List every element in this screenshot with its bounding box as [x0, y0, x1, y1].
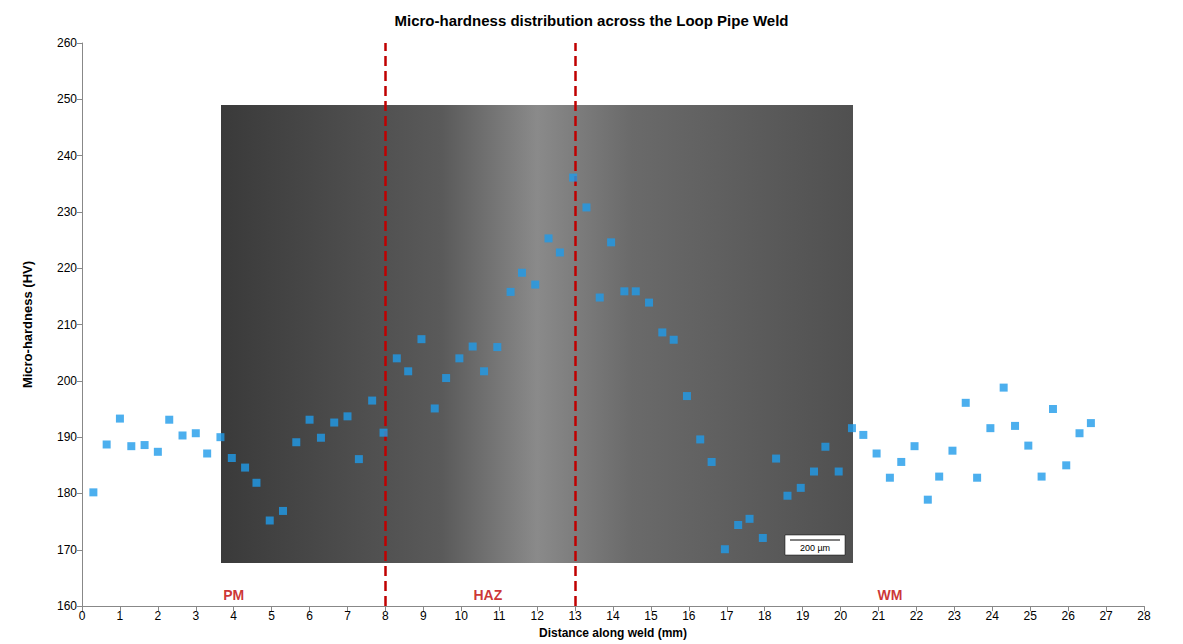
svg-text:220: 220	[57, 261, 77, 275]
svg-text:200 µm: 200 µm	[800, 543, 830, 553]
svg-text:9: 9	[420, 609, 427, 623]
svg-text:240: 240	[57, 149, 77, 163]
svg-text:14: 14	[606, 609, 620, 623]
svg-text:4: 4	[230, 609, 237, 623]
svg-text:25: 25	[1024, 609, 1038, 623]
svg-text:15: 15	[644, 609, 658, 623]
svg-text:27: 27	[1099, 609, 1113, 623]
svg-text:13: 13	[568, 609, 582, 623]
svg-text:17: 17	[720, 609, 734, 623]
svg-text:200: 200	[57, 374, 77, 388]
svg-text:Micro-hardness (HV): Micro-hardness (HV)	[20, 261, 35, 388]
svg-text:6: 6	[306, 609, 313, 623]
svg-text:16: 16	[682, 609, 696, 623]
svg-text:0: 0	[79, 609, 86, 623]
svg-text:170: 170	[57, 543, 77, 557]
svg-text:HAZ: HAZ	[473, 587, 502, 603]
svg-text:Distance along weld (mm): Distance along weld (mm)	[539, 626, 687, 640]
svg-text:12: 12	[530, 609, 544, 623]
svg-text:3: 3	[192, 609, 199, 623]
svg-text:2: 2	[155, 609, 162, 623]
svg-text:26: 26	[1061, 609, 1075, 623]
svg-text:230: 230	[57, 205, 77, 219]
svg-text:250: 250	[57, 92, 77, 106]
svg-text:24: 24	[986, 609, 1000, 623]
svg-text:18: 18	[758, 609, 772, 623]
svg-text:PM: PM	[223, 587, 244, 603]
svg-text:260: 260	[57, 36, 77, 50]
svg-text:28: 28	[1137, 609, 1151, 623]
svg-text:22: 22	[910, 609, 924, 623]
svg-text:160: 160	[57, 599, 77, 613]
svg-text:5: 5	[268, 609, 275, 623]
svg-text:10: 10	[455, 609, 469, 623]
svg-text:7: 7	[344, 609, 351, 623]
svg-text:19: 19	[796, 609, 810, 623]
svg-text:23: 23	[948, 609, 962, 623]
svg-text:190: 190	[57, 430, 77, 444]
svg-text:1: 1	[117, 609, 124, 623]
svg-text:Micro-hardness distribution ac: Micro-hardness distribution across the L…	[395, 12, 789, 29]
svg-text:21: 21	[872, 609, 886, 623]
svg-text:8: 8	[382, 609, 389, 623]
svg-text:WM: WM	[877, 587, 902, 603]
svg-text:210: 210	[57, 318, 77, 332]
svg-text:11: 11	[493, 609, 506, 623]
svg-text:180: 180	[57, 486, 77, 500]
svg-text:20: 20	[834, 609, 848, 623]
